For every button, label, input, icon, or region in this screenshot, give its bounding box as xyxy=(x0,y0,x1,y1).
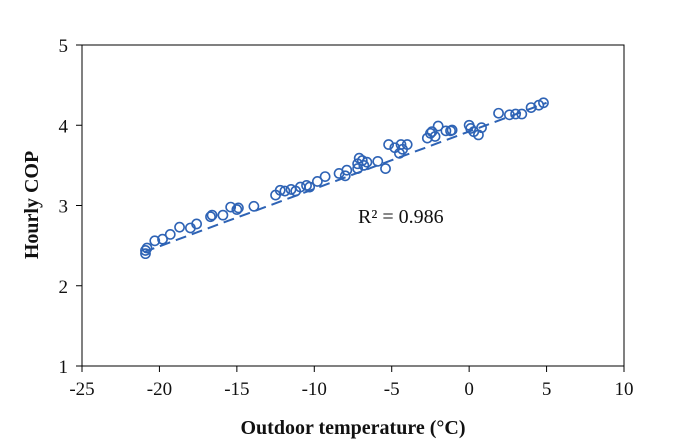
data-point xyxy=(248,200,260,212)
data-point xyxy=(352,163,364,174)
data-point xyxy=(358,159,370,171)
data-point xyxy=(395,139,407,150)
data-point xyxy=(339,170,351,182)
data-point xyxy=(231,204,243,215)
x-tick-label: 10 xyxy=(615,379,634,400)
data-point xyxy=(372,155,384,167)
data-point xyxy=(217,209,229,221)
data-point xyxy=(538,97,549,109)
data-point xyxy=(274,184,286,196)
data-point xyxy=(510,108,521,120)
data-point xyxy=(149,235,161,247)
data-point xyxy=(157,233,168,245)
trendline xyxy=(143,101,547,253)
data-point xyxy=(383,139,395,150)
data-point xyxy=(525,102,537,113)
data-point xyxy=(174,221,185,233)
data-point xyxy=(361,156,373,168)
data-point xyxy=(319,171,331,183)
data-point xyxy=(446,124,458,136)
data-point xyxy=(440,125,452,137)
data-point xyxy=(429,131,441,142)
data-point xyxy=(205,211,216,223)
data-point xyxy=(432,120,444,132)
axis-ticks xyxy=(76,44,625,372)
x-tick-label: 0 xyxy=(464,379,474,400)
data-point xyxy=(476,122,487,134)
data-point xyxy=(141,242,153,254)
data-point xyxy=(164,228,176,240)
data-point xyxy=(401,139,413,150)
data-point xyxy=(206,209,218,221)
y-tick-label: 4 xyxy=(59,116,69,137)
y-axis-title: Hourly COP xyxy=(21,151,43,259)
data-point xyxy=(465,123,477,134)
x-tick-label: -20 xyxy=(147,379,172,400)
data-point xyxy=(279,185,291,197)
plot-area-border xyxy=(81,44,625,367)
x-tick-label: -10 xyxy=(302,379,327,400)
y-tick-label: 2 xyxy=(59,277,69,298)
data-point xyxy=(356,155,368,166)
y-tick-label: 5 xyxy=(59,36,69,57)
data-point xyxy=(493,107,504,119)
axis-tick-labels: -25 -20 -15 -10 -5 0 5 10 1 2 3 4 5 xyxy=(59,36,634,400)
data-points xyxy=(140,97,549,260)
x-tick-label: -5 xyxy=(384,379,400,400)
r-squared-annotation: R² = 0.986 xyxy=(358,206,444,228)
data-point xyxy=(233,202,244,214)
data-point xyxy=(304,181,316,193)
x-tick-label: 5 xyxy=(542,379,552,400)
data-point xyxy=(380,163,391,174)
y-tick-label: 3 xyxy=(59,197,69,218)
data-point xyxy=(225,201,237,213)
data-point xyxy=(516,108,528,120)
data-point xyxy=(191,218,202,230)
data-point xyxy=(140,245,151,256)
data-point xyxy=(504,109,515,121)
data-point xyxy=(311,176,323,187)
y-tick-label: 1 xyxy=(59,357,69,378)
x-tick-label: -25 xyxy=(69,379,94,400)
data-point xyxy=(140,248,151,260)
x-tick-label: -15 xyxy=(224,379,249,400)
x-axis-title: Outdoor temperature (°C) xyxy=(241,417,466,439)
data-point xyxy=(341,164,353,176)
